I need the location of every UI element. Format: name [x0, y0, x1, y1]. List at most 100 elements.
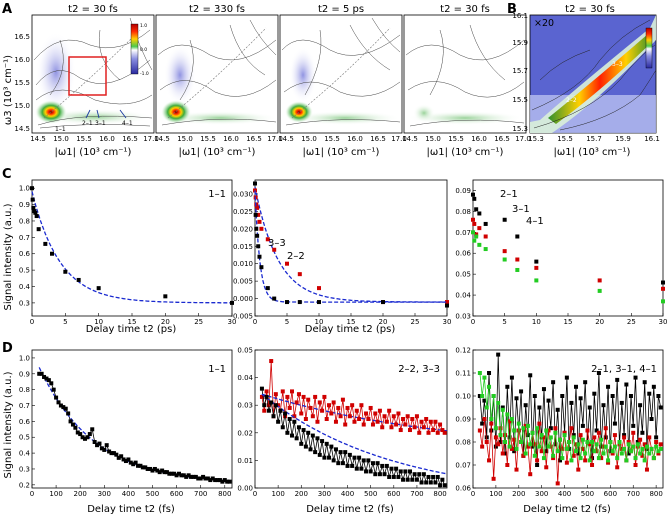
- data-point: [493, 435, 498, 440]
- chart-d1: 0 100 200 300 400 500 600 700 800 0.2 0.3 0.4 0.5 0.6…: [19, 349, 233, 498]
- data-point: [649, 417, 654, 421]
- y-tick-165: 16.5: [14, 33, 30, 41]
- data-point: [487, 384, 492, 389]
- data-point: [626, 442, 631, 447]
- data-point: [521, 453, 526, 458]
- data-point: [294, 436, 299, 441]
- data-point: [253, 181, 257, 186]
- y-tick-label: 0.07: [455, 462, 471, 470]
- peak-label-3-1: 3–1: [95, 120, 106, 127]
- data-point: [477, 428, 482, 433]
- data-point: [487, 458, 492, 463]
- data-point: [377, 408, 382, 413]
- data-point: [364, 469, 369, 474]
- data-point: [313, 394, 318, 399]
- data-point: [594, 428, 599, 433]
- panel-b-xlabel: |ω1| (10³ cm⁻¹): [554, 147, 631, 158]
- y-tick-label: 0.9: [19, 370, 30, 378]
- data-point: [152, 466, 157, 471]
- map-4-main-peak: [413, 104, 435, 122]
- data-point: [534, 259, 539, 264]
- data-point: [601, 451, 606, 456]
- data-point: [583, 458, 588, 463]
- data-point: [421, 472, 426, 477]
- y-tick-label: 0.12: [455, 347, 471, 355]
- data-point: [102, 447, 107, 452]
- chart-c3-label-2-1: 2–1: [500, 189, 518, 200]
- data-point: [567, 446, 572, 451]
- data-point: [208, 478, 213, 483]
- data-point: [489, 417, 494, 421]
- data-point: [107, 449, 112, 454]
- map-3-green-band: [289, 111, 401, 125]
- data-point: [401, 477, 406, 482]
- data-point: [480, 394, 485, 398]
- data-point: [198, 476, 203, 481]
- data-point: [354, 408, 359, 413]
- data-point: [571, 453, 576, 458]
- data-point: [587, 405, 592, 410]
- data-point: [603, 435, 608, 440]
- x-tick-label: 30: [659, 318, 668, 326]
- x-tick-label: 400: [341, 490, 354, 498]
- y-tick-label: 0.05: [237, 347, 253, 355]
- data-point: [580, 423, 585, 428]
- data-point: [403, 422, 408, 427]
- data-point: [78, 432, 83, 437]
- data-point: [578, 456, 583, 461]
- data-point: [537, 444, 542, 449]
- x-tick-label: 20: [161, 318, 170, 326]
- y-tick-label: 0.08: [455, 439, 471, 447]
- data-point: [222, 478, 227, 483]
- data-point: [576, 442, 581, 447]
- data-point: [114, 452, 119, 457]
- b-x-tick-2: 15.5: [557, 135, 573, 143]
- map-3-diagonal: [291, 27, 391, 119]
- chart-c2-label-2-2: 2–2: [287, 251, 305, 262]
- data-point: [426, 474, 431, 479]
- data-point: [555, 481, 560, 486]
- data-point: [610, 451, 615, 456]
- data-point: [417, 472, 422, 477]
- data-point: [398, 469, 403, 474]
- y-tick-label: 0.11: [455, 370, 471, 378]
- data-point: [546, 398, 551, 403]
- data-point: [541, 456, 546, 461]
- data-point: [99, 446, 104, 451]
- data-point: [482, 417, 487, 421]
- data-point: [276, 403, 281, 408]
- data-point: [567, 440, 572, 444]
- y-tick-label: 0.07: [455, 229, 471, 237]
- data-point: [68, 419, 73, 424]
- data-point: [640, 430, 645, 435]
- x-tick-label: 500: [581, 490, 594, 498]
- y-tick-label: 0.09: [455, 416, 471, 424]
- data-point: [496, 442, 501, 447]
- map-3-contours: [281, 17, 401, 126]
- map-4-x-tick-2: 15.0: [425, 135, 441, 143]
- data-point: [215, 478, 220, 483]
- data-point: [285, 394, 290, 399]
- y-tick-150: 15.0: [14, 102, 30, 110]
- data-point: [126, 457, 131, 462]
- x-tick-label: 300: [535, 490, 548, 498]
- data-point: [217, 478, 222, 483]
- data-point: [256, 212, 261, 217]
- x-tick-label: 500: [364, 490, 377, 498]
- data-point: [640, 453, 645, 458]
- data-point: [503, 433, 508, 438]
- data-point: [557, 458, 562, 463]
- x-tick-label: 15: [128, 318, 137, 326]
- map-4-x-tick-1: 14.5: [402, 135, 418, 143]
- map-3-xlabel: |ω1| (10³ cm⁻¹): [303, 147, 380, 158]
- data-point: [590, 463, 595, 467]
- data-point: [338, 450, 343, 455]
- series-1: [259, 359, 448, 435]
- data-point: [515, 267, 520, 272]
- data-point: [651, 384, 656, 389]
- data-point: [580, 446, 585, 451]
- data-point: [642, 380, 647, 385]
- data-point: [564, 460, 569, 465]
- chart-c3-label-4-1: 4–1: [526, 216, 544, 227]
- data-point: [380, 463, 385, 468]
